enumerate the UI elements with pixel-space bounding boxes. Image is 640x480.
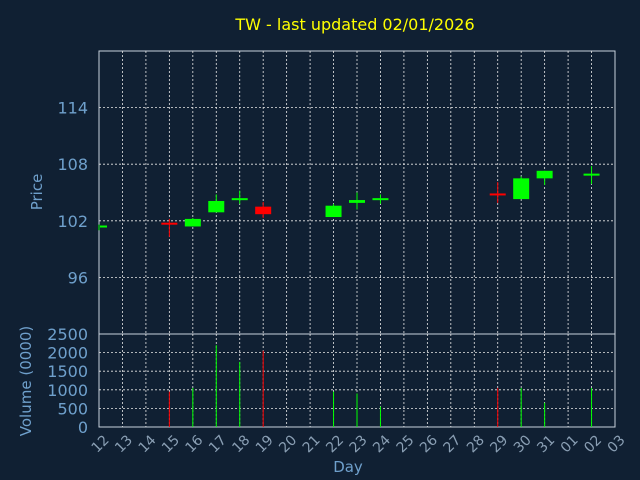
- volume-y-tick-label: 500: [57, 399, 88, 418]
- chart-title: TW - last updated 02/01/2026: [234, 15, 474, 34]
- price-axis-label: Price: [28, 174, 46, 211]
- candle-body: [349, 200, 365, 203]
- x-tick-labels: 12 13 14 15 16 17 18 19 20 21 22 23 24 25 26 27 28 29 30 31…: [89, 432, 629, 456]
- candle-body: [372, 198, 389, 201]
- x-tick-label: 30: [511, 432, 535, 456]
- x-tick-label: 27: [441, 432, 465, 456]
- x-tick-label: 14: [136, 432, 160, 456]
- x-tick-label: 29: [487, 432, 511, 456]
- volume-y-tick-label: 1500: [47, 362, 88, 381]
- x-tick-label: 28: [464, 432, 488, 456]
- candle-body: [489, 193, 506, 196]
- x-tick-label: 24: [370, 432, 394, 456]
- volume-y-tick-label: 1000: [47, 381, 88, 400]
- x-tick-label: 13: [112, 432, 136, 456]
- x-tick-label: 25: [394, 432, 418, 456]
- x-tick-label: 15: [159, 432, 183, 456]
- candle-body: [536, 170, 553, 179]
- x-tick-label: 16: [183, 432, 207, 456]
- candle-body: [583, 173, 600, 176]
- candle-body: [325, 205, 342, 218]
- candle-body: [161, 222, 178, 225]
- price-y-tick-label: 108: [57, 155, 88, 174]
- x-tick-label: 01: [558, 432, 582, 456]
- candle-body: [184, 218, 201, 227]
- candles: [98, 166, 600, 237]
- candle-body: [231, 198, 248, 201]
- volume-y-tick-label: 0: [78, 418, 88, 437]
- x-tick-label: 20: [276, 432, 300, 456]
- volume-y-tick-label: 2000: [47, 344, 88, 363]
- volume-bars: [168, 345, 593, 427]
- x-tick-label: 12: [89, 432, 113, 456]
- x-tick-label: 17: [206, 432, 230, 456]
- candle-body: [100, 225, 107, 228]
- x-tick-label: 03: [605, 432, 629, 456]
- x-tick-label: 19: [253, 432, 277, 456]
- x-tick-label: 23: [347, 432, 371, 456]
- volume-y-tick-label: 2500: [47, 325, 88, 344]
- candle-body: [255, 206, 272, 215]
- price-y-tick-labels: 96 102 108 114: [57, 99, 88, 288]
- price-y-tick-label: 114: [57, 99, 88, 118]
- price-y-tick-label: 102: [57, 212, 88, 231]
- x-axis-label: Day: [333, 458, 363, 476]
- x-tick-label: 22: [323, 432, 347, 456]
- price-y-tick-label: 96: [68, 268, 88, 287]
- candle-body: [513, 178, 530, 200]
- x-tick-label: 26: [417, 432, 441, 456]
- x-tick-label: 02: [581, 432, 605, 456]
- x-tick-label: 18: [229, 432, 253, 456]
- x-tick-label: 21: [300, 432, 324, 456]
- x-tick-label: 31: [534, 432, 558, 456]
- volume-axis-label: Volume (0000): [17, 326, 35, 436]
- candle-body: [208, 200, 225, 213]
